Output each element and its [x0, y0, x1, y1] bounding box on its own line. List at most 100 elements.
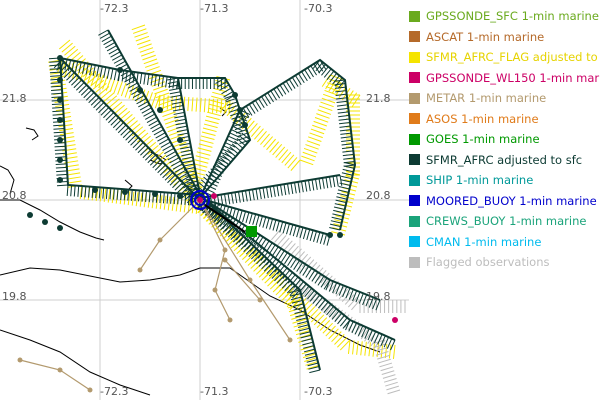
wind-barb [296, 297, 307, 309]
wind-barb [293, 278, 302, 289]
obs-point [237, 107, 243, 113]
wind-barb [199, 139, 214, 144]
wind-barb [172, 141, 187, 148]
wind-barb [220, 194, 224, 206]
legend-label: ASCAT 1-min marine [426, 29, 545, 44]
wind-barb [236, 137, 246, 146]
wind-barb [66, 176, 81, 180]
wind-barb [95, 102, 105, 111]
obs-point [57, 77, 63, 83]
wind-barb [148, 119, 159, 127]
wind-barb [176, 129, 188, 133]
wind-barb [289, 224, 294, 236]
wind-barb [68, 74, 78, 84]
wind-barb [113, 57, 124, 64]
wind-barb [219, 84, 230, 91]
wind-barb [352, 340, 355, 355]
wind-barb [300, 334, 312, 339]
wind-barb [150, 74, 154, 86]
wind-barb [348, 289, 354, 300]
obs-point [57, 55, 63, 61]
wind-barb [305, 267, 313, 278]
sfmr-track [199, 174, 341, 199]
wind-barb [286, 243, 296, 254]
wind-barb [102, 75, 108, 90]
wind-barb [171, 160, 182, 167]
wind-barb [306, 140, 321, 146]
wind-barb [245, 245, 255, 255]
wind-barb [150, 122, 161, 130]
wind-barb [301, 338, 313, 342]
wind-barb [55, 163, 67, 166]
wind-barb [141, 107, 152, 114]
wind-barb [122, 73, 133, 80]
wind-barb [345, 319, 351, 331]
wind-barb [160, 107, 175, 114]
legend-swatch [409, 256, 420, 268]
wind-barb [224, 193, 227, 205]
sfmr-track [199, 58, 357, 231]
wind-barb [276, 185, 280, 197]
wind-barb [141, 190, 144, 202]
legend-item: Flagged observations [409, 252, 600, 273]
wind-barb [128, 85, 135, 99]
wind-barb [341, 175, 352, 180]
wind-barb [308, 136, 322, 142]
wind-barb [253, 128, 264, 140]
wind-barb [310, 128, 325, 135]
wind-barb [387, 389, 401, 395]
wind-barb [341, 146, 353, 150]
wind-barb [280, 184, 283, 196]
wind-barb [113, 69, 117, 81]
wind-barb [339, 122, 351, 125]
wind-barb [162, 144, 173, 151]
wind-barb [332, 176, 336, 188]
wind-barb [317, 275, 325, 286]
wind-barb [102, 187, 105, 199]
wind-barb [292, 289, 301, 299]
wind-barb [340, 136, 352, 139]
wind-barb [309, 230, 314, 241]
wind-barb [318, 105, 333, 112]
wind-barb [360, 341, 363, 356]
lon-label-top-3: -70.3 [304, 2, 332, 15]
wind-barb [320, 277, 328, 288]
wind-barb [339, 339, 351, 351]
wind-barb [109, 188, 112, 200]
wind-barb [304, 287, 313, 298]
wind-barb [267, 276, 278, 287]
wind-barb [181, 189, 191, 199]
wind-barb [351, 322, 357, 334]
wind-barb [78, 62, 82, 74]
wind-barb [238, 210, 243, 222]
wind-barb [58, 64, 68, 74]
wind-barb [269, 141, 280, 153]
wind-barb [242, 249, 253, 261]
wind-barb [308, 180, 311, 192]
wind-barb [245, 212, 250, 224]
wind-barb [100, 107, 110, 116]
wind-barb [152, 151, 164, 161]
wind-barb [361, 326, 367, 338]
gpssonde-point [197, 197, 203, 203]
coastline-segment [0, 199, 105, 241]
map-canvas[interactable]: -72.3 -71.3 -70.3 -72.3 -71.3 -70.3 21.8… [0, 0, 409, 400]
wind-barb [326, 306, 334, 316]
wind-barb [342, 150, 354, 153]
wind-barb [288, 78, 296, 89]
wind-barb [310, 311, 322, 323]
wind-barb [144, 141, 157, 152]
wind-barb [222, 229, 234, 240]
wind-barb [271, 246, 279, 257]
wind-barb [85, 63, 89, 75]
wind-barb [302, 353, 317, 359]
wind-barb [266, 138, 277, 151]
wind-barb [177, 172, 189, 180]
legend-label: Flagged observations [426, 255, 550, 270]
wind-barb [153, 129, 164, 136]
wind-barb [56, 62, 65, 71]
wind-barb [163, 195, 167, 210]
wind-barb [223, 91, 234, 98]
obs-point [227, 317, 233, 323]
wind-barb [121, 70, 125, 82]
